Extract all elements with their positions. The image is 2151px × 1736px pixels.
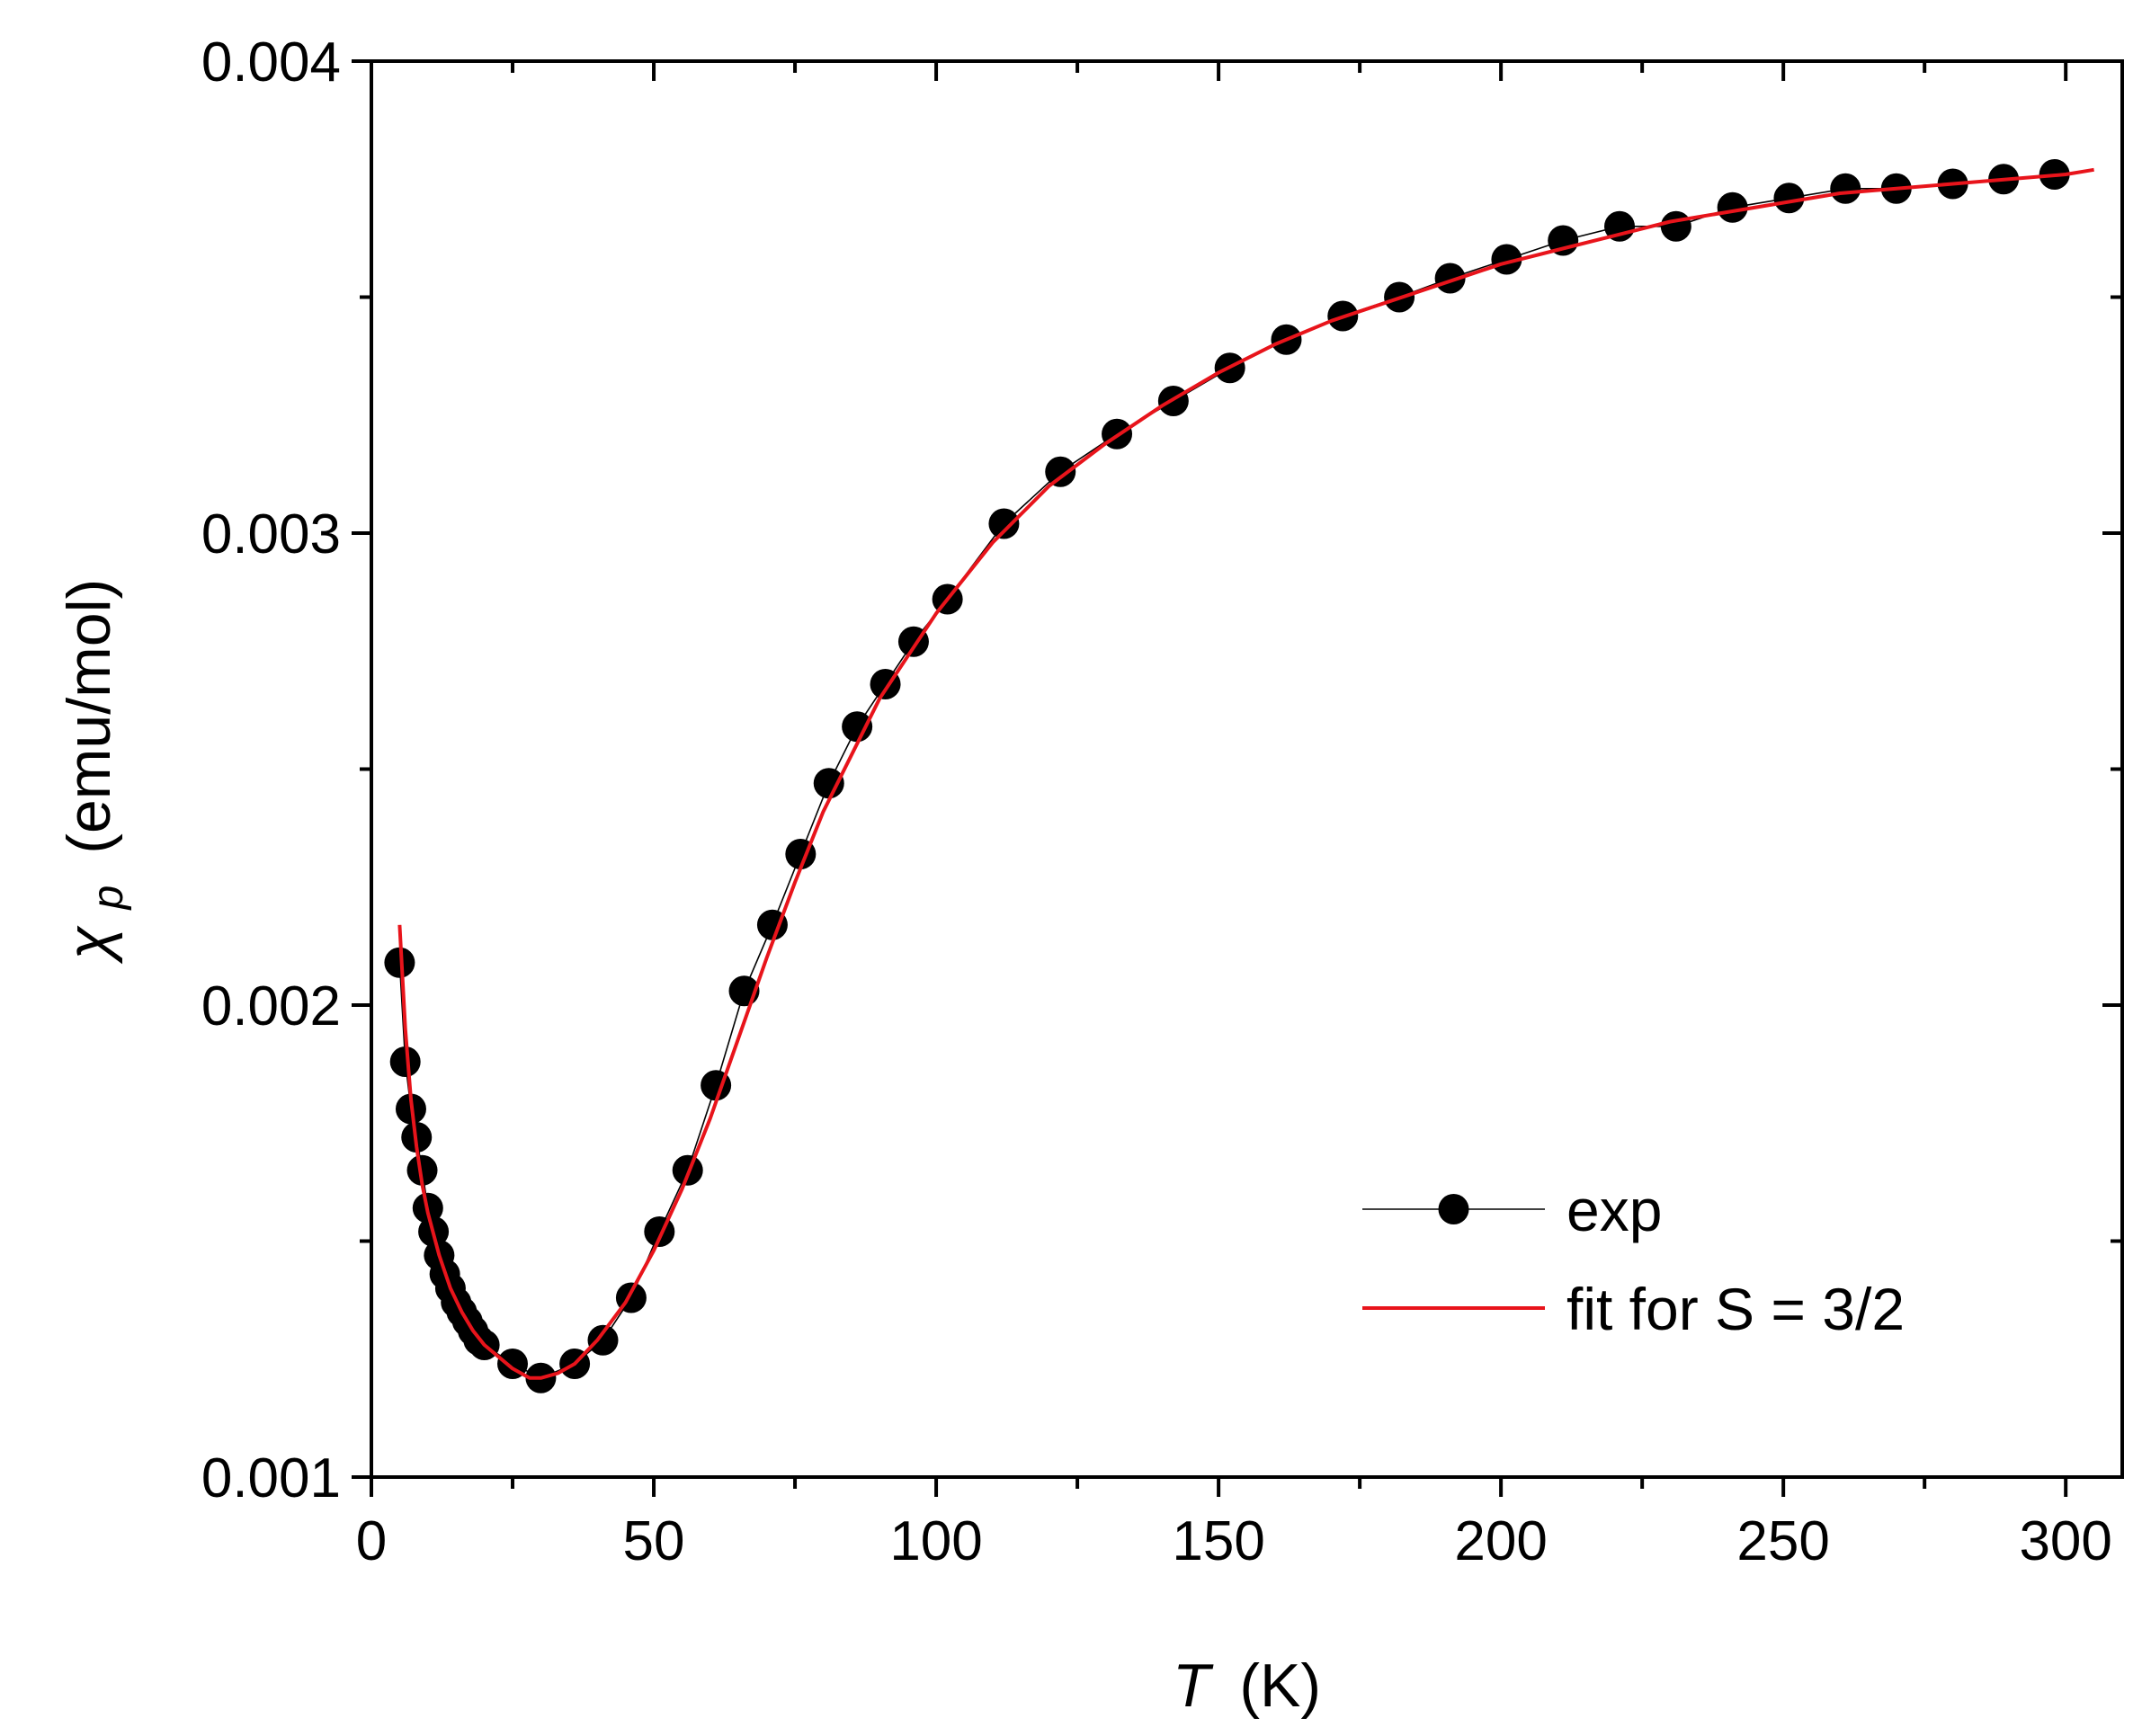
- series-exp-point: [813, 768, 844, 799]
- series-fit-line: [397, 167, 2094, 1380]
- legend: exp fit for S = 3/2: [1362, 1177, 1905, 1342]
- y-axis-title: χ p (emu/mol): [55, 579, 136, 965]
- x-tick-label: 300: [2019, 1510, 2111, 1572]
- series-exp-point: [1830, 173, 1861, 204]
- y-axis-unit: (emu/mol): [55, 579, 123, 854]
- x-tick-label: 250: [1736, 1510, 1829, 1572]
- y-axis-subscript: p: [85, 886, 132, 912]
- series-exp-point: [1660, 210, 1691, 242]
- series-exp-point: [988, 508, 1020, 539]
- series-exp-point: [1434, 263, 1466, 294]
- series-exp-point: [1045, 456, 1076, 487]
- y-tick-label: 0.004: [201, 31, 341, 93]
- plot-frame: [370, 59, 2124, 1479]
- y-tick-label: 0.002: [201, 975, 341, 1037]
- x-tick-label: 150: [1172, 1510, 1264, 1572]
- y-tick-label: 0.003: [201, 503, 341, 565]
- series-exp-point: [406, 1154, 438, 1186]
- x-axis-unit: (K): [1239, 1651, 1321, 1720]
- legend-exp-marker: [1438, 1194, 1469, 1224]
- legend-exp-label: exp: [1566, 1177, 1662, 1243]
- series-exp-point: [389, 1046, 421, 1077]
- series-exp-point: [1717, 191, 1748, 223]
- x-tick-label: 100: [889, 1510, 982, 1572]
- tick-label-layer: 0 50 100 150 200 250 300 0.001 0.002 0.003 0.004: [201, 31, 2112, 1572]
- tick-layer: [352, 59, 2122, 1497]
- x-tick-label: 200: [1454, 1510, 1547, 1572]
- y-axis-symbol: χ: [55, 924, 123, 964]
- x-tick-label: 0: [356, 1510, 387, 1572]
- y-tick-label: 0.001: [201, 1447, 341, 1509]
- legend-fit-label: fit for S = 3/2: [1566, 1276, 1905, 1342]
- series-exp-point: [1491, 244, 1522, 275]
- x-tick-label: 50: [623, 1510, 685, 1572]
- series-exp-point: [587, 1324, 619, 1356]
- series-exp-point: [384, 947, 415, 978]
- x-axis-title: T (K): [1173, 1651, 1321, 1720]
- series-layer: [384, 159, 2094, 1393]
- series-exp-point: [842, 711, 873, 743]
- series-exp-point: [1773, 183, 1805, 214]
- x-axis-symbol: T: [1173, 1651, 1214, 1720]
